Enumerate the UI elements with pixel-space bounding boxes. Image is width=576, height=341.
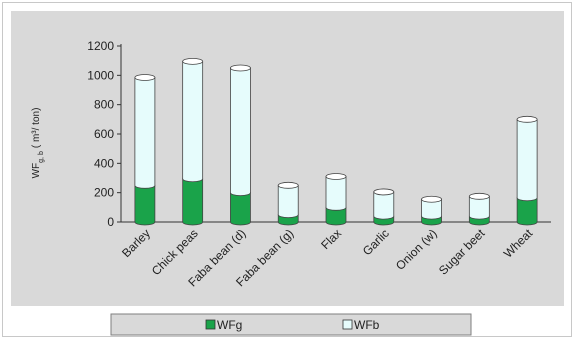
bar-cap [182, 58, 204, 65]
bar-cap [516, 115, 538, 123]
legend-label-wfb: WFb [354, 318, 380, 332]
bar-stack [134, 74, 156, 226]
bar-segment-wfb [230, 67, 251, 197]
bar-cap [277, 181, 299, 189]
legend-label-wfg: WFg [217, 318, 242, 332]
y-tick-label: 1200 [87, 39, 114, 53]
bar-segment-wfb [421, 198, 442, 220]
bar-stack [230, 64, 251, 226]
y-tick-label: 0 [107, 215, 114, 229]
y-tick-label: 600 [94, 127, 114, 141]
bar-stack [325, 173, 347, 226]
y-axis-label: WFg, b( m³/ ton) [31, 108, 45, 179]
bar-cap [134, 74, 156, 81]
bar-segment-wfb [516, 118, 538, 202]
bar-stack [421, 195, 442, 226]
bar-segment-wfb [134, 77, 156, 189]
y-tick-label: 1000 [87, 68, 114, 82]
legend-swatch-wfg [205, 319, 216, 330]
bar-segment-wfb [277, 184, 299, 219]
bar-cap [468, 192, 490, 200]
chart-frame: 0 200 400 600 800 1000 1200 Barley Chick peas Fa… [2, 2, 572, 337]
legend-box [110, 313, 472, 336]
bar-stack [516, 115, 538, 226]
bar-segment-wfb [182, 61, 204, 183]
bar-segment-wfg [134, 184, 156, 226]
bar-segment-wfb [325, 176, 347, 211]
plot-background [11, 11, 564, 306]
bars-group [134, 58, 538, 226]
bar-stack [468, 192, 490, 226]
bar-segment-wfg [230, 192, 251, 226]
bar-segment-wfg [516, 197, 538, 226]
bar-segment-wfg [182, 178, 204, 226]
y-tick-label: 400 [94, 156, 114, 170]
bar-segment-wfb [373, 191, 395, 220]
bar-cap [421, 195, 442, 203]
y-tick-label: 200 [94, 186, 114, 200]
bar-segment-wfg [325, 206, 347, 226]
bar-cap [325, 173, 347, 180]
bar-stack [373, 188, 395, 226]
bar-cap [373, 188, 395, 196]
bar-cap [230, 64, 251, 72]
y-tick-label: 800 [94, 98, 114, 112]
bar-stack [182, 58, 204, 226]
legend-swatch-wfb [342, 319, 353, 330]
bar-stack [277, 181, 299, 226]
legend: WFg WFb [110, 313, 472, 336]
bar-segment-wfb [468, 195, 490, 220]
